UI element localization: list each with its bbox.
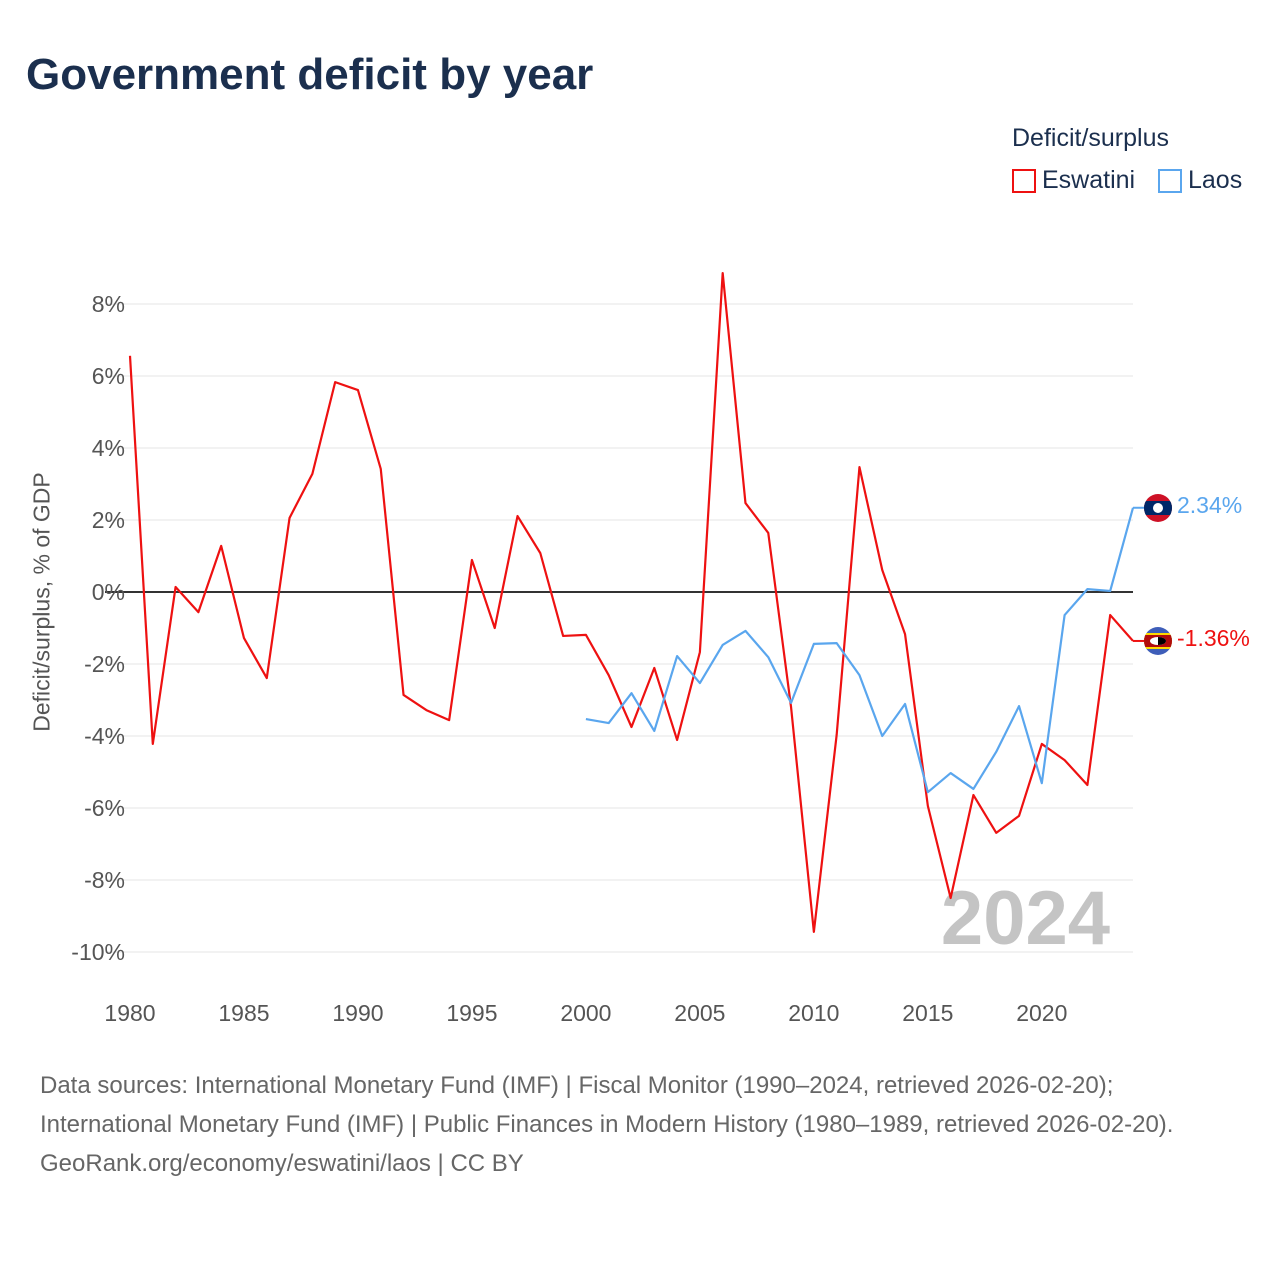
footer: Data sources: International Monetary Fun… — [40, 1066, 1240, 1183]
legend-label: Eswatini — [1042, 166, 1136, 194]
y-tick-label: -6% — [84, 795, 125, 821]
y-tick-label: -2% — [84, 651, 125, 677]
legend-item-laos[interactable]: Laos — [1158, 166, 1242, 195]
y-tick-label: 4% — [92, 435, 125, 461]
y-tick-label: 2% — [92, 507, 125, 533]
legend-swatch — [1158, 168, 1182, 193]
series-line-eswatini[interactable] — [128, 271, 1134, 933]
legend-item-eswatini[interactable]: Eswatini — [1012, 166, 1135, 195]
chart-title: Government deficit by year — [26, 50, 594, 99]
x-tick-label: 2000 — [560, 1000, 611, 1026]
x-tick-label: 1980 — [104, 1000, 155, 1026]
y-tick-label: 8% — [92, 291, 125, 317]
laos-end-label: 2.34% — [1177, 492, 1242, 518]
x-tick-label: 1995 — [446, 1000, 497, 1026]
laos-flag-icon — [1144, 494, 1172, 522]
legend-swatch — [1012, 168, 1036, 193]
x-tick-label: 1985 — [218, 1000, 269, 1026]
credit-link[interactable]: GeoRank.org/economy/eswatini/laos | CC B… — [40, 1150, 524, 1177]
y-tick-label: 0% — [92, 579, 125, 605]
plot-area: -10% -8% -6% -4% -2% 0% 2% 4% 6% 8% 1980 1985 1990 19… — [71, 271, 1250, 1026]
x-tick-label: 1990 — [332, 1000, 383, 1026]
x-tick-label: 2005 — [674, 1000, 725, 1026]
x-tick-label: 2015 — [902, 1000, 953, 1026]
x-tick-label: 2020 — [1016, 1000, 1067, 1026]
year-watermark: 2024 — [941, 876, 1110, 961]
x-tick-label: 2010 — [788, 1000, 839, 1026]
eswatini-flag-icon — [1144, 627, 1172, 655]
y-tick-label: -8% — [84, 867, 125, 893]
y-tick-label: 6% — [92, 363, 125, 389]
legend-title: Deficit/surplus — [1012, 124, 1169, 152]
y-tick-label: -4% — [84, 723, 125, 749]
data-sources: Data sources: International Monetary Fun… — [40, 1072, 1174, 1138]
eswatini-end-label: -1.36% — [1177, 625, 1250, 651]
legend-label: Laos — [1188, 166, 1243, 194]
y-tick-label: -10% — [71, 939, 125, 965]
